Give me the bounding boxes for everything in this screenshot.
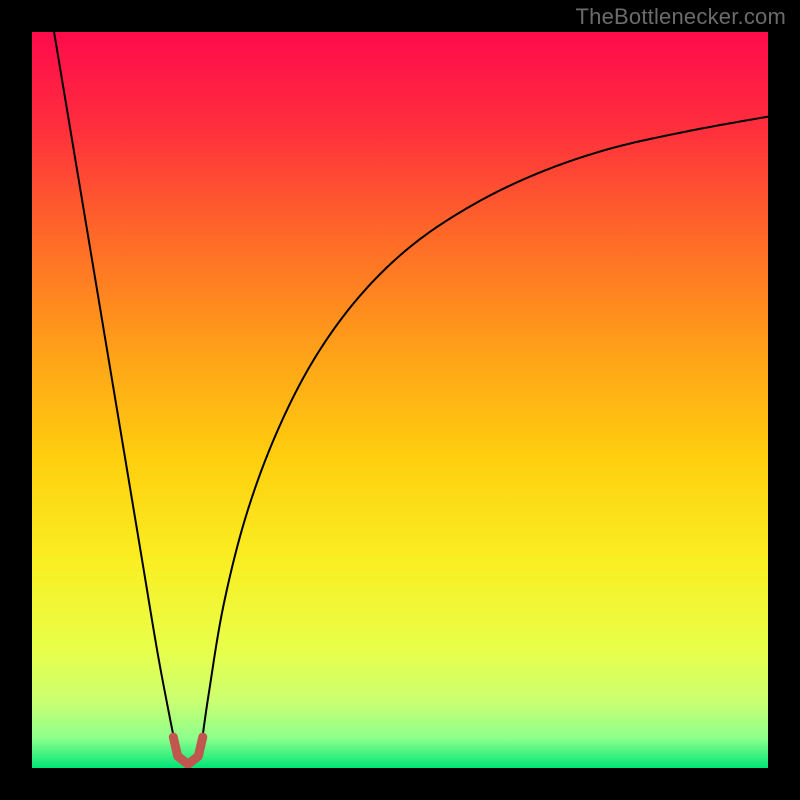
- chart-stage: TheBottlenecker.com: [0, 0, 800, 800]
- gradient-background: [32, 32, 768, 768]
- watermark-label: TheBottlenecker.com: [576, 4, 786, 30]
- plot-area: [32, 32, 768, 768]
- bottleneck-curve-chart: [32, 32, 768, 768]
